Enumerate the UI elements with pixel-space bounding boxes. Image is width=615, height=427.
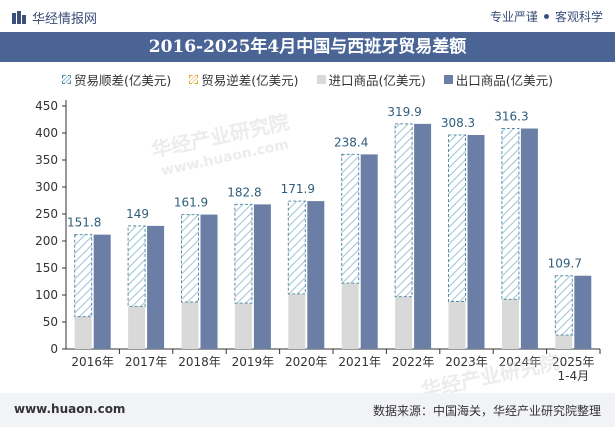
y-tick-label: 50 (43, 315, 58, 329)
legend-item-import: 进口商品(亿美元) (316, 70, 426, 89)
export-bar (360, 154, 378, 349)
legend-swatch-surplus (61, 75, 71, 84)
export-bar (253, 204, 271, 349)
x-category-label: 2023年 (445, 355, 488, 369)
x-category-label: 2019年 (232, 355, 275, 369)
y-tick-label: 350 (35, 153, 58, 167)
tagline-left: 专业严谨 (489, 10, 538, 24)
x-category-label: 2020年 (285, 355, 328, 369)
legend-item-export: 出口商品(亿美元) (443, 70, 554, 89)
surplus-data-label: 308.3 (441, 116, 475, 130)
export-bar (414, 123, 432, 350)
y-tick-label: 400 (35, 126, 58, 140)
surplus-data-label: 149 (126, 207, 149, 221)
export-bar (467, 134, 485, 349)
x-category-label: 2017年 (125, 355, 168, 369)
legend-swatch-import (316, 75, 326, 84)
export-bar (147, 225, 165, 349)
surplus-data-label: 316.3 (494, 110, 528, 124)
legend-item-deficit: 贸易逆差(亿美元) (189, 70, 299, 89)
data-source: 数据来源：中国海关，华经产业研究院整理 (372, 404, 601, 418)
export-bar (307, 201, 325, 349)
export-bar (200, 214, 218, 349)
chart-title: 2016-2025年4月中国与西班牙贸易差额 (0, 32, 615, 62)
website-link[interactable]: www.huaon.com (14, 402, 126, 416)
y-tick-label: 450 (35, 99, 58, 113)
y-tick-label: 200 (35, 234, 58, 248)
surplus-data-label: 182.8 (227, 185, 261, 199)
top-bar: 华经情报网 专业严谨 客观科学 (0, 0, 615, 32)
x-category-label: 2018年 (178, 355, 221, 369)
surplus-data-label: 319.9 (387, 105, 421, 119)
x-category-label: 2024年 (499, 355, 542, 369)
brand-name: 华经情报网 (32, 12, 98, 27)
import-bar (181, 302, 199, 349)
import-bar (555, 334, 573, 349)
surplus-bar (394, 123, 413, 298)
footer: www.huaon.com 数据来源：中国海关，华经产业研究院整理 (0, 393, 615, 427)
tagline: 专业严谨 客观科学 (490, 8, 603, 25)
y-tick-label: 300 (35, 180, 58, 194)
legend-label-deficit: 贸易逆差(亿美元) (201, 73, 299, 88)
legend-label-export: 出口商品(亿美元) (455, 73, 554, 88)
separator-dot-icon (543, 14, 549, 19)
export-bar (520, 128, 538, 349)
chart-legend: 贸易顺差(亿美元) 贸易逆差(亿美元) 进口商品(亿美元) 出口商品(亿美元) (0, 70, 615, 89)
surplus-data-label: 109.7 (548, 257, 582, 271)
legend-swatch-export (443, 75, 453, 84)
import-bar (341, 283, 359, 349)
import-bar (501, 299, 519, 349)
import-bar (128, 306, 146, 349)
surplus-data-label: 161.9 (174, 196, 208, 210)
x-category-label: 1-4月 (557, 369, 589, 383)
import-bar (288, 293, 306, 349)
import-bar (395, 296, 413, 349)
x-category-label: 2021年 (338, 355, 381, 369)
export-bar (93, 234, 111, 349)
legend-label-surplus: 贸易顺差(亿美元) (73, 73, 172, 88)
x-category-label: 2022年 (392, 355, 435, 369)
surplus-bar (234, 203, 253, 304)
surplus-bar (74, 234, 93, 318)
surplus-bar (501, 128, 520, 300)
surplus-bar (448, 134, 466, 302)
surplus-bar (181, 214, 199, 303)
export-bar (574, 275, 592, 349)
surplus-data-label: 171.9 (281, 182, 315, 196)
surplus-bar (341, 153, 360, 284)
import-bar (74, 316, 92, 349)
y-tick-label: 100 (35, 288, 58, 302)
legend-item-surplus: 贸易顺差(亿美元) (61, 70, 172, 89)
brand[interactable]: 华经情报网 (12, 8, 97, 27)
import-bar (234, 303, 252, 349)
surplus-bar (554, 275, 573, 336)
tagline-right: 客观科学 (554, 10, 603, 24)
x-category-label: 2025年 (552, 355, 595, 369)
surplus-bar (287, 200, 306, 295)
x-category-label: 2016年 (71, 355, 114, 369)
import-bar (448, 301, 466, 349)
surplus-bar (127, 225, 146, 307)
y-tick-label: 250 (35, 207, 58, 221)
huajing-logo-icon (12, 10, 26, 24)
y-tick-label: 0 (50, 342, 58, 356)
legend-swatch-deficit (189, 75, 199, 84)
legend-label-import: 进口商品(亿美元) (328, 73, 426, 88)
surplus-data-label: 151.8 (67, 216, 101, 230)
y-tick-label: 150 (35, 261, 58, 275)
surplus-data-label: 238.4 (334, 135, 368, 149)
bar-chart: 0 50 100 150 200 250 300 350 400 450 151.8 2016年 14… (35, 99, 601, 383)
